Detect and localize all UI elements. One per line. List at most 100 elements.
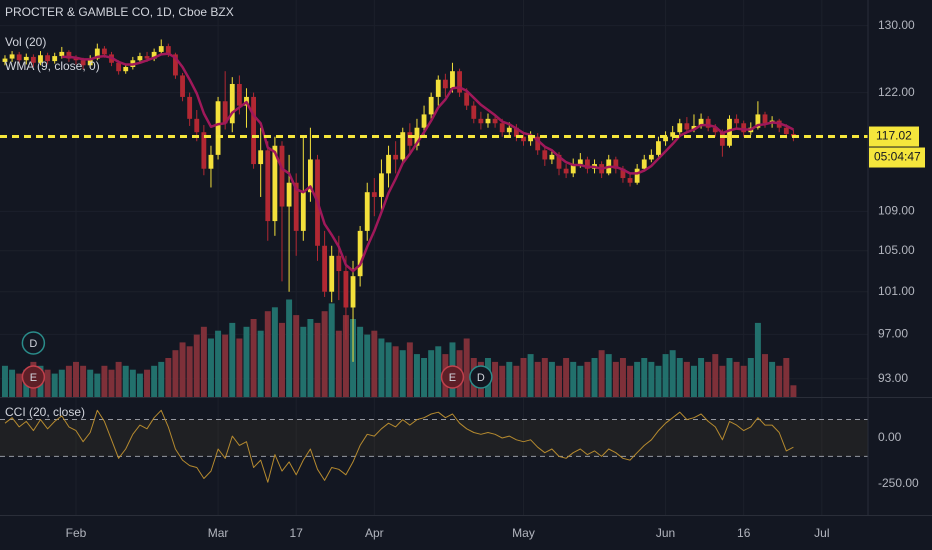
- volume-bar: [215, 330, 222, 397]
- candle-body: [627, 178, 633, 183]
- volume-bar: [80, 365, 87, 397]
- volume-bar: [769, 361, 776, 397]
- candle-body: [336, 255, 342, 272]
- volume-bar: [65, 365, 72, 397]
- candle-body: [719, 132, 725, 146]
- volume-bar: [144, 369, 151, 397]
- volume-bar: [293, 315, 300, 397]
- x-tick-label: 16: [737, 526, 751, 540]
- volume-bar: [229, 322, 236, 397]
- y-tick-label: 109.00: [878, 204, 915, 218]
- candle-body: [741, 123, 747, 133]
- volume-bar: [790, 385, 797, 397]
- volume-bar: [179, 342, 186, 397]
- candle-body: [80, 60, 86, 66]
- y-tick-label: 93.00: [878, 371, 908, 385]
- candle-body: [251, 96, 256, 165]
- event-marker: [21, 331, 46, 355]
- volume-bar: [314, 322, 321, 397]
- x-tick-label: May: [512, 526, 535, 540]
- candle-body: [407, 132, 413, 146]
- volume-bar: [612, 361, 619, 397]
- candle-body: [229, 83, 235, 124]
- volume-bar: [58, 369, 65, 397]
- candle-body: [73, 58, 79, 61]
- volume-bar: [669, 350, 676, 397]
- candle-body: [684, 123, 690, 130]
- event-label: D: [477, 372, 485, 384]
- volume-bar: [236, 338, 243, 397]
- candle-body: [556, 154, 562, 169]
- candle-body: [151, 51, 157, 59]
- volume-bar: [158, 361, 165, 397]
- volume-bar: [655, 365, 662, 397]
- volume-bar: [499, 365, 506, 397]
- candle-body: [471, 105, 477, 119]
- volume-bar: [634, 361, 641, 397]
- candle-body: [450, 71, 455, 89]
- event-marker: [440, 365, 465, 389]
- countdown-box: [869, 147, 925, 168]
- axis-layer: 93.00 97.00 101.00 105.00 109.00 122.00 130.00…: [66, 18, 925, 540]
- volume-bar: [94, 373, 101, 397]
- volume-bar: [193, 334, 200, 397]
- cci-tick-label: 0.00: [878, 430, 902, 444]
- volume-bar: [413, 354, 420, 397]
- x-tick-label: Apr: [365, 526, 384, 540]
- volume-bar: [44, 369, 51, 397]
- volume-bar: [16, 373, 23, 397]
- candle-body: [620, 168, 626, 179]
- candle-body: [222, 101, 228, 124]
- volume-bar: [463, 338, 470, 397]
- volume-bar: [371, 330, 378, 397]
- volume-bar: [776, 365, 783, 397]
- last-price-label: 117.02: [876, 129, 912, 143]
- countdown-label: 05:04:47: [874, 150, 921, 164]
- candle-body: [478, 118, 484, 124]
- candle-body: [379, 173, 384, 197]
- volume-bar: [541, 358, 548, 397]
- volume-bar: [378, 338, 385, 397]
- candle-body: [712, 127, 718, 133]
- candle-body: [677, 123, 683, 133]
- volume-bar: [740, 365, 747, 397]
- candle-body: [236, 83, 242, 106]
- volume-bar: [683, 361, 690, 397]
- volume-bar: [87, 369, 94, 397]
- volume-bar: [513, 365, 520, 397]
- candle-body: [435, 79, 441, 97]
- volume-bar: [712, 354, 719, 397]
- volume-bar: [435, 346, 442, 397]
- volume-bar: [129, 369, 136, 397]
- volume-layer: [1, 299, 797, 397]
- cci-tick-label: -250.00: [878, 476, 919, 490]
- candle-body: [563, 168, 569, 174]
- candle-body: [613, 159, 619, 169]
- candle-body: [16, 54, 22, 61]
- volume-bar: [250, 319, 257, 397]
- volume-bar: [101, 365, 108, 397]
- candle-body: [585, 159, 590, 169]
- event-label: E: [30, 372, 37, 384]
- volume-bar: [392, 346, 399, 397]
- volume-bar: [279, 322, 285, 397]
- volume-bar: [342, 315, 349, 397]
- candle-body: [187, 96, 193, 119]
- candle-body: [343, 271, 349, 308]
- candle-body: [641, 159, 647, 169]
- candle-layer: [2, 39, 796, 362]
- candle-body: [208, 154, 214, 169]
- candle-body: [755, 114, 761, 128]
- candle-body: [577, 159, 583, 165]
- volume-bar: [307, 319, 314, 397]
- candle-body: [87, 58, 93, 66]
- volume-bar: [705, 361, 712, 397]
- volume-bar: [1, 365, 8, 397]
- candle-body: [66, 51, 72, 59]
- wma-line: [61, 52, 794, 273]
- x-tick-label: Mar: [208, 526, 229, 540]
- volume-bar: [335, 330, 342, 397]
- volume-bar: [563, 358, 570, 397]
- volume-bar: [506, 361, 513, 397]
- candle-body: [762, 114, 768, 124]
